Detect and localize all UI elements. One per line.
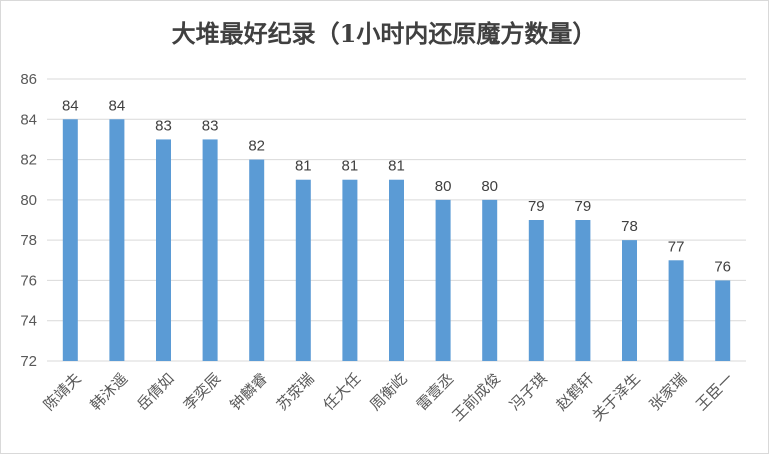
data-labels: 84 84 83 83 82 81 81 81 80 80 79 79 78 77 76 [62, 97, 731, 275]
x-tick-label: 钟麟睿 [226, 370, 271, 415]
x-tick-label: 关于泽生 [589, 370, 644, 425]
data-label: 81 [388, 158, 405, 175]
data-label: 81 [342, 158, 359, 175]
data-label: 79 [575, 198, 592, 215]
bar [109, 119, 125, 362]
bar [715, 280, 731, 361]
bar [435, 199, 451, 361]
bars [62, 119, 731, 362]
x-tick-label: 李奕辰 [180, 370, 225, 415]
x-tick-label: 韩沐遥 [87, 370, 132, 415]
bar [249, 159, 265, 361]
bar [668, 260, 684, 361]
x-tick-label: 任大任 [320, 370, 365, 415]
x-tick-label: 雷壹丞 [413, 370, 458, 415]
data-label: 82 [248, 138, 265, 155]
x-tick-label: 张家瑞 [646, 370, 691, 415]
bar [482, 199, 498, 361]
x-tick-label: 赵鹤轩 [553, 370, 598, 415]
bar [295, 179, 311, 361]
y-tick-label: 86 [20, 71, 37, 88]
bar [156, 139, 171, 361]
y-tick-label: 72 [20, 353, 37, 370]
data-label: 83 [202, 117, 219, 134]
bar [528, 220, 544, 361]
bar [202, 139, 218, 361]
data-label: 76 [714, 258, 731, 275]
data-label: 81 [295, 158, 312, 175]
x-tick-label: 冯子琪 [506, 370, 551, 415]
y-tick-label: 82 [20, 152, 37, 169]
bar [342, 179, 358, 361]
bar [389, 179, 404, 361]
data-label: 80 [481, 178, 498, 195]
x-tick-label: 陈靖夫 [40, 370, 85, 415]
x-tick-label: 王臣一 [692, 370, 737, 415]
x-tick-label: 王前成俊 [449, 370, 504, 425]
x-tick-label: 苏荥瑞 [273, 370, 318, 415]
x-tick-label: 岳倩如 [133, 370, 178, 415]
data-label: 84 [62, 97, 79, 114]
data-label: 78 [621, 218, 638, 235]
bar [62, 119, 78, 362]
data-label: 84 [109, 97, 126, 114]
data-label: 80 [435, 178, 452, 195]
data-label: 77 [668, 238, 685, 255]
data-label: 79 [528, 198, 545, 215]
y-tick-label: 84 [20, 111, 37, 128]
bar [622, 240, 637, 361]
data-label: 83 [155, 117, 172, 134]
y-tick-label: 80 [20, 192, 37, 209]
chart-title: 大堆最好纪录（1小时内还原魔方数量） [172, 19, 597, 48]
y-tick-label: 76 [20, 272, 37, 289]
y-tick-label: 74 [20, 313, 37, 330]
bar [575, 220, 591, 361]
y-axis-ticks: 72 74 76 78 80 82 84 86 [20, 71, 37, 370]
x-tick-label: 周衡屹 [366, 370, 411, 415]
y-tick-label: 78 [20, 232, 37, 249]
